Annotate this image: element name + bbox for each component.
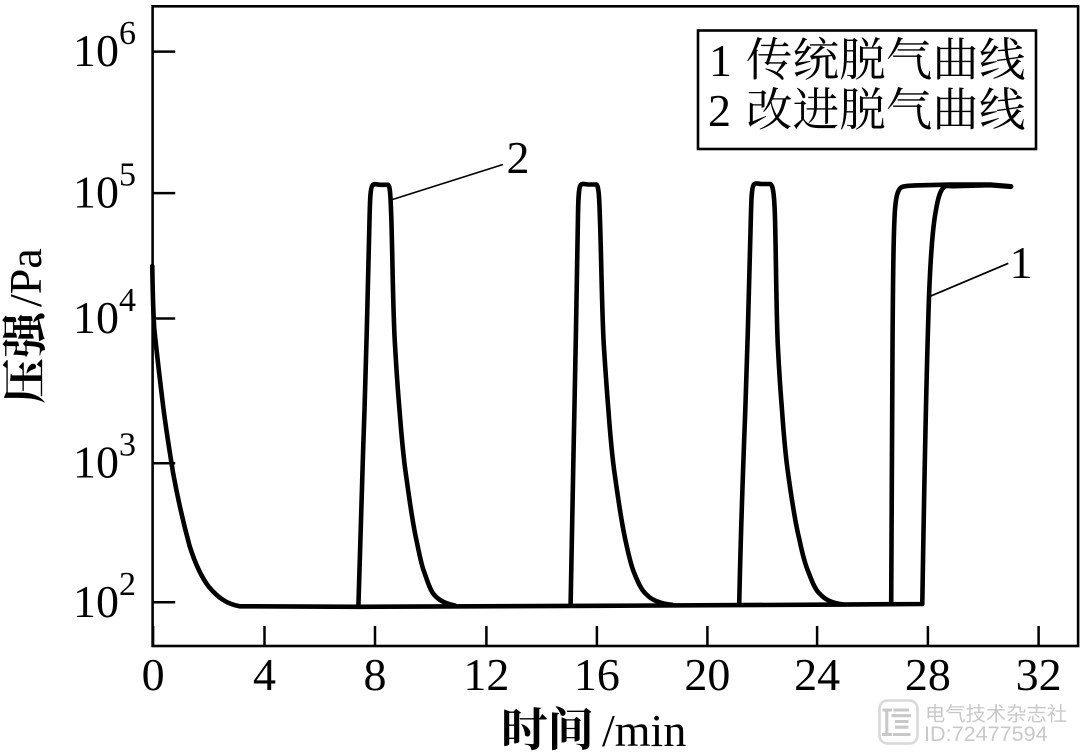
svg-text:6: 6 bbox=[119, 15, 136, 52]
svg-text:/Pa: /Pa bbox=[0, 248, 51, 307]
svg-text:10: 10 bbox=[73, 292, 119, 343]
svg-text:0: 0 bbox=[142, 649, 165, 700]
svg-text:/min: /min bbox=[602, 705, 686, 754]
svg-text:1: 1 bbox=[1010, 237, 1033, 288]
svg-text:3: 3 bbox=[119, 427, 136, 464]
svg-text:2: 2 bbox=[708, 85, 731, 136]
svg-text:2: 2 bbox=[507, 132, 530, 183]
svg-text:ID:72477594: ID:72477594 bbox=[924, 721, 1048, 746]
svg-text:16: 16 bbox=[574, 649, 620, 700]
svg-text:10: 10 bbox=[73, 576, 119, 627]
svg-text:5: 5 bbox=[119, 157, 136, 194]
svg-text:8: 8 bbox=[364, 649, 387, 700]
svg-text:4: 4 bbox=[253, 649, 276, 700]
svg-text:4: 4 bbox=[119, 282, 136, 319]
svg-text:10: 10 bbox=[73, 437, 119, 488]
svg-text:1: 1 bbox=[709, 35, 732, 86]
svg-text:10: 10 bbox=[73, 167, 119, 218]
svg-text:24: 24 bbox=[794, 649, 840, 700]
svg-text:2: 2 bbox=[119, 566, 136, 603]
svg-text:10: 10 bbox=[73, 25, 119, 76]
svg-text:20: 20 bbox=[684, 649, 730, 700]
svg-text:12: 12 bbox=[463, 649, 509, 700]
svg-text:32: 32 bbox=[1016, 649, 1062, 700]
svg-text:28: 28 bbox=[905, 649, 951, 700]
